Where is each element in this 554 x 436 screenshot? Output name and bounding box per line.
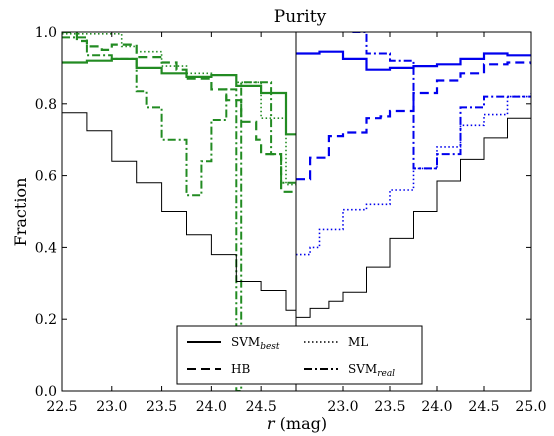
right-xtick-label: 24.5 — [468, 399, 499, 415]
ytick-label: 0.0 — [35, 384, 57, 400]
ytick-label: 0.8 — [35, 97, 57, 113]
legend-label-svm-best: SVMbest — [231, 335, 280, 352]
legend-label-hb: HB — [231, 362, 250, 376]
left-xtick-label: 23.5 — [146, 399, 177, 415]
x-axis-label: r (mag) — [267, 414, 327, 433]
right-xtick-label: 24.0 — [421, 399, 452, 415]
right-series-reference-solid-4 — [296, 111, 531, 318]
ytick-label: 0.2 — [35, 312, 57, 328]
right-xtick-label: 25.0 — [515, 399, 546, 415]
right-xtick-label: 23.0 — [327, 399, 358, 415]
legend-label-ml: ML — [348, 335, 368, 349]
left-xtick-label: 24.0 — [196, 399, 227, 415]
left-xtick-label: 22.5 — [46, 399, 77, 415]
right-panel: 23.0 23.5 24.0 24.5 25.0 — [295, 31, 547, 415]
left-series-hb-dashed-1 — [62, 32, 296, 193]
right-series-hb-dashed-1 — [296, 61, 531, 181]
y-axis-label: Fraction — [11, 178, 30, 247]
ytick-label: 1.0 — [35, 25, 57, 41]
right-series-svm-real-dashdot-3 — [352, 32, 531, 170]
right-panel-frame — [295, 31, 532, 392]
left-series-ml-dotted-2 — [62, 33, 296, 186]
ytick-label: 0.4 — [35, 240, 57, 256]
left-series-svm-best-solid-0 — [62, 57, 296, 136]
x-axis-label-var: r — [267, 414, 276, 433]
left-series-reference-solid-4 — [62, 112, 296, 311]
right-xtick-label: 23.5 — [374, 399, 405, 415]
chart-title: Purity — [274, 7, 327, 27]
left-xtick-label: 23.0 — [96, 399, 127, 415]
left-xtick-label: 24.5 — [246, 399, 277, 415]
legend: SVMbest ML HB SVMreal — [176, 325, 423, 385]
left-series-svm-real-dashdot-3 — [62, 36, 296, 391]
ytick-label: 0.6 — [35, 169, 57, 185]
x-axis-label-unit: (mag) — [275, 414, 328, 433]
left-panel: 22.5 23.0 23.5 24.0 24.5 0.0 0.2 0.4 0.6 0.8 1.0 — [35, 25, 531, 415]
legend-label-svm-real: SVMreal — [348, 362, 395, 379]
legend-box — [176, 325, 423, 385]
